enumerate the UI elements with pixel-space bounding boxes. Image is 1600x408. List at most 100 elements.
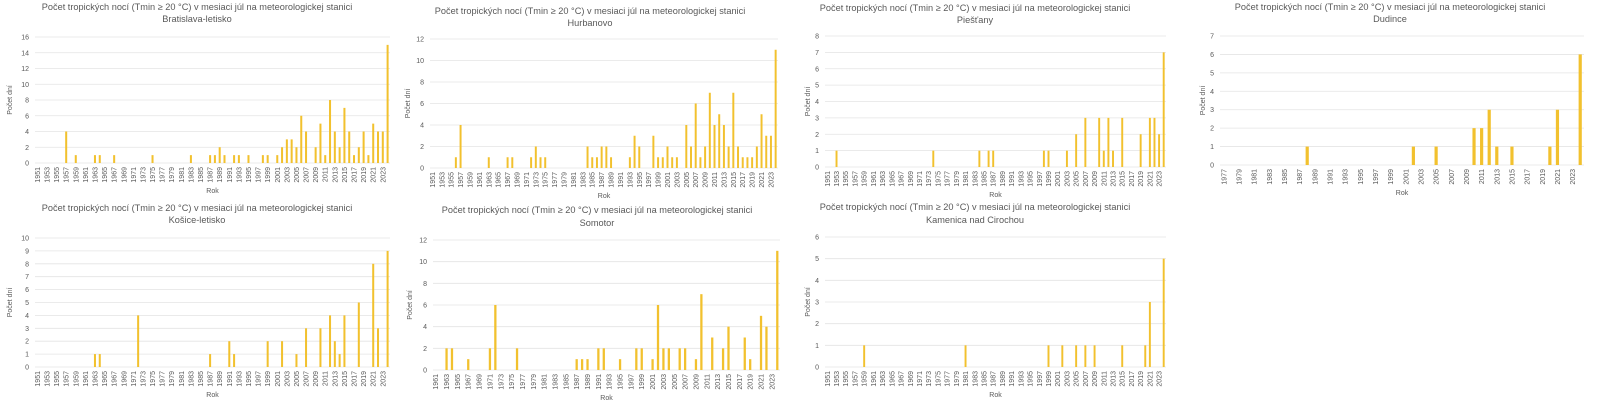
x-tick-label: 2013 [332,167,339,183]
bar-piestany-2023 [1158,134,1161,167]
y-tick-label: 0 [423,368,427,375]
x-tick-label: 2009 [703,172,710,188]
y-tick-label: 6 [25,113,29,120]
y-tick-label: 1 [25,352,29,359]
x-tick-label: 1995 [246,167,253,183]
bar-piestany-1984 [978,150,981,167]
y-axis-label: Počet dní [1200,86,1207,116]
bar-kosice-2002 [281,341,284,367]
chart-subtitle: Hurbanovo [568,18,613,28]
x-tick-label: 1983 [1267,169,1274,185]
bar-somotor-1964 [450,348,454,370]
y-tick-label: 0 [420,166,424,173]
chart-kamenica: Počet tropických nocí (Tmin ≥ 20 °C) v m… [780,200,1170,408]
bar-piestany-1986 [987,150,990,167]
bar-kosice-2022 [376,328,380,367]
y-tick-label: 8 [815,34,819,41]
x-tick-label: 1955 [54,371,61,387]
x-tick-label: 1997 [256,167,263,183]
bar-hurbanovo-2023 [769,135,772,168]
bar-hurbanovo-1999 [657,157,660,168]
x-tick-label: 1985 [1282,169,1289,185]
bar-piestany-2007 [1084,117,1087,167]
x-tick-label: 1999 [265,167,272,183]
y-tick-label: 6 [815,235,819,242]
x-tick-label: 1967 [899,371,906,387]
chart-subtitle: Košice-letisko [169,215,226,225]
y-tick-label: 4 [815,99,819,106]
bar-bratislava-2022 [376,131,380,163]
y-tick-label: 4 [423,324,427,331]
x-tick-label: 1973 [498,374,505,390]
x-tick-label: 1985 [590,172,597,188]
chart-bratislava: Počet tropických nocí (Tmin ≥ 20 °C) v m… [0,0,395,200]
x-tick-label: 1969 [121,371,128,387]
x-tick-label: 2007 [683,374,690,390]
y-axis-label: Počet dní [405,89,412,119]
x-tick-label: 1959 [467,172,474,188]
x-tick-label: 1979 [531,374,538,390]
x-tick-label: 1965 [889,171,896,187]
y-tick-label: 6 [25,287,29,294]
bar-hurbanovo-2000 [661,157,664,168]
bar-somotor-1976 [515,348,519,370]
y-tick-label: 8 [25,261,29,268]
x-tick-label: 2013 [332,371,339,387]
x-axis-label: Rok [598,193,611,200]
x-tick-label: 2015 [342,371,349,387]
bar-piestany-2015 [1121,117,1124,167]
chart-title: Počet tropických nocí (Tmin ≥ 20 °C) v m… [442,205,753,215]
bar-bratislava-1963 [93,155,96,163]
x-tick-label: 2019 [750,172,757,188]
x-tick-label: 1969 [908,371,915,387]
x-tick-label: 2013 [1111,371,1118,387]
x-tick-label: 1975 [543,172,550,188]
x-tick-label: 2003 [284,167,291,183]
bar-somotor-2009 [694,359,698,370]
x-tick-label: 1997 [256,371,263,387]
bar-kosice-2010 [319,328,322,367]
bar-bratislava-2001 [276,155,279,163]
x-tick-label: 2007 [693,172,700,188]
y-tick-label: 4 [815,278,819,285]
x-tick-label: 1997 [1373,169,1380,185]
bar-dudince-2021 [1555,109,1560,165]
x-tick-label: 1977 [520,374,527,390]
x-tick-label: 1989 [217,167,224,183]
bar-kosice-2013 [333,341,336,367]
bar-hurbanovo-1956 [454,157,457,168]
bar-kosice-1992 [233,354,236,367]
y-tick-label: 8 [420,80,424,87]
x-tick-label: 1959 [73,167,80,183]
y-tick-label: 6 [420,101,424,108]
x-tick-label: 1969 [515,172,522,188]
x-tick-label: 2011 [1101,171,1108,186]
x-tick-label: 1987 [1297,169,1304,185]
x-tick-label: 1965 [889,371,896,387]
bar-hurbanovo-2021 [760,114,763,168]
x-tick-label: 1971 [917,371,924,387]
y-tick-label: 0 [25,365,29,372]
bar-somotor-2024 [776,250,779,370]
y-tick-label: 0 [1210,163,1214,170]
bar-hurbanovo-1987 [600,146,603,168]
x-tick-label: 1963 [880,171,887,187]
x-tick-label: 1955 [843,371,850,387]
y-tick-label: 5 [815,83,819,90]
chart-piestany: Počet tropických nocí (Tmin ≥ 20 °C) v m… [780,0,1170,200]
x-tick-label: 1975 [150,371,157,387]
y-tick-label: 5 [1210,70,1214,77]
x-tick-label: 2017 [352,371,359,387]
bar-dudince-2005 [1434,146,1438,165]
bar-bratislava-2005 [295,147,298,163]
x-tick-label: 1993 [1018,371,1025,387]
x-tick-label: 1979 [169,371,176,387]
bar-hurbanovo-1972 [530,157,533,168]
x-tick-label: 2009 [1464,169,1471,185]
x-tick-label: 2009 [313,167,320,183]
y-tick-label: 5 [815,256,819,263]
chart-title: Počet tropických nocí (Tmin ≥ 20 °C) v m… [435,6,746,16]
x-tick-label: 1981 [542,374,549,390]
x-tick-label: 1991 [1009,371,1016,387]
bar-somotor-2001 [651,359,654,370]
